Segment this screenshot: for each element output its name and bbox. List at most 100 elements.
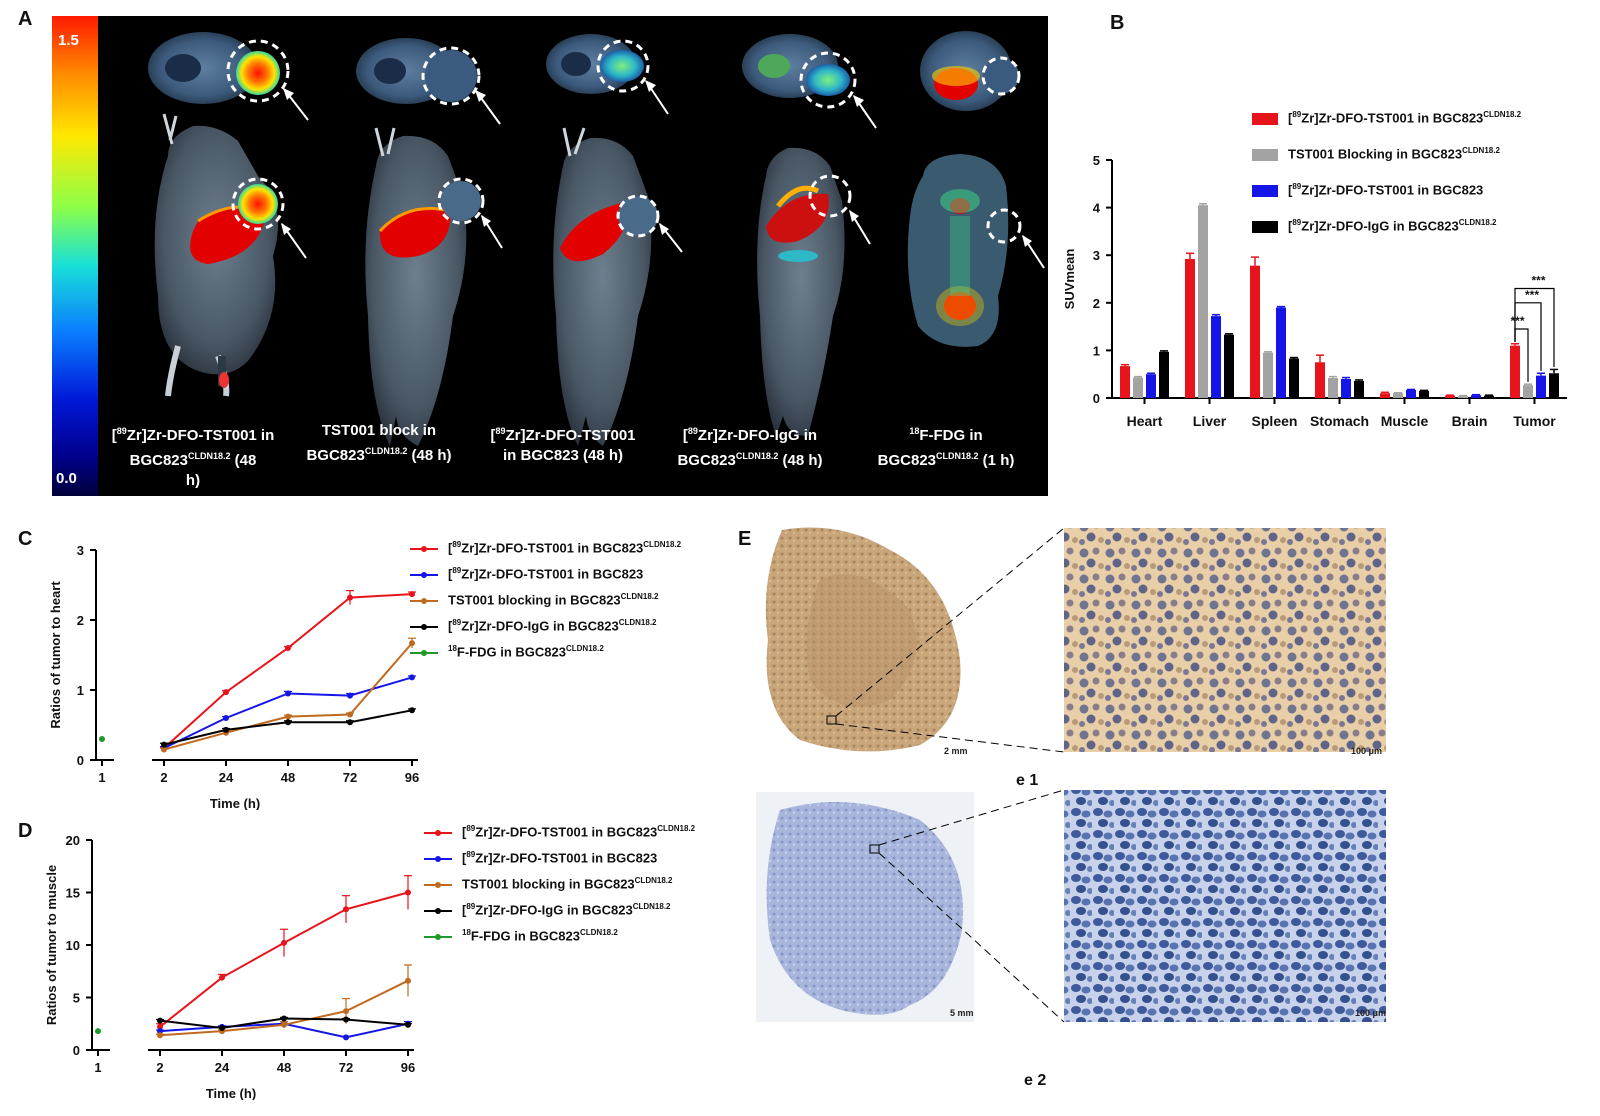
legend-swatch: [1252, 184, 1278, 197]
legend-item: [89Zr]Zr-DFO-TST001 in BGC823: [410, 566, 643, 581]
data-point: [343, 1016, 349, 1023]
bar: [1315, 362, 1325, 398]
legend-item: [89Zr]Zr-DFO-IgG in BGC823CLDN18.2: [410, 618, 657, 633]
colorbar-max: 1.5: [58, 32, 79, 49]
category-label: Brain: [1452, 413, 1488, 429]
data-point: [99, 736, 105, 742]
histology-panel: [756, 527, 1386, 1023]
legend-swatch: [410, 597, 438, 604]
mouse-scans: [148, 31, 1045, 446]
y-tick-label: 2: [77, 613, 84, 628]
panel-label-d: D: [18, 820, 33, 842]
bar: [1549, 373, 1559, 398]
panel-label-c: C: [18, 528, 33, 550]
bar: [1328, 378, 1338, 398]
colorbar-min: 0.0: [56, 470, 77, 487]
data-point: [95, 1028, 101, 1035]
x-tick-label: 96: [405, 770, 419, 785]
data-point: [347, 692, 353, 699]
y-tick-label: 0: [73, 1043, 80, 1058]
data-point: [285, 690, 291, 697]
data-point: [343, 1034, 349, 1041]
data-point: [161, 741, 167, 748]
data-point: [405, 977, 411, 984]
scan-3: [546, 34, 683, 446]
data-point: [409, 674, 415, 681]
bar: [1471, 395, 1481, 398]
data-point: [285, 645, 291, 651]
scan-4: [742, 34, 877, 436]
data-point: [157, 1017, 163, 1024]
y-tick-label: 5: [73, 991, 80, 1006]
caption-5: 18F-FDG in BGC823CLDN18.2 (1 h): [877, 426, 1015, 469]
significance-label: ***: [1531, 274, 1545, 288]
data-point: [285, 719, 291, 726]
bar: [1185, 259, 1195, 398]
bar: [1198, 205, 1208, 398]
legend-item: 18F-FDG in BGC823CLDN18.2: [424, 928, 618, 943]
legend-item: [89Zr]Zr-DFO-IgG in BGC823CLDN18.2: [424, 902, 671, 917]
legend-swatch: [1252, 220, 1278, 233]
legend-swatch: [410, 649, 438, 656]
caption-2: TST001 block in BGC823CLDN18.2 (48 h): [306, 422, 452, 464]
y-tick-label: 3: [1093, 248, 1100, 263]
y-tick-label: 0: [1093, 391, 1100, 406]
line-chart-tumor-muscle: 0 5 10 15 20 1 2 24 48 72 96 Time (h) Ratios of tumo…: [44, 833, 415, 1100]
data-point: [157, 1032, 163, 1039]
scan-1: [148, 32, 309, 397]
data-point: [157, 1028, 163, 1035]
y-tick-label: 1: [1093, 343, 1100, 358]
legend-swatch: [1252, 112, 1278, 125]
legend-item: [89Zr]Zr-DFO-TST001 in BGC823: [1252, 182, 1483, 197]
e2-label: e 2: [1024, 1072, 1047, 1089]
data-point: [285, 713, 291, 720]
series-line: [159, 891, 409, 1028]
bar: [1523, 385, 1533, 398]
y-tick-label: 2: [1093, 296, 1100, 311]
data-point: [347, 594, 353, 601]
bar: [1224, 334, 1234, 398]
legend-swatch: [1252, 148, 1278, 161]
legend-item: TST001 blocking in BGC823CLDN18.2: [410, 592, 658, 607]
bar: [1380, 393, 1390, 398]
legend-swatch: [410, 545, 438, 552]
significance-label: ***: [1525, 288, 1539, 302]
category-label: Spleen: [1252, 413, 1298, 429]
legend-item: [89Zr]Zr-DFO-IgG in BGC823CLDN18.2: [1252, 218, 1497, 233]
x-tick-label: 2: [156, 1060, 163, 1075]
y-tick-label: 5: [1093, 153, 1100, 168]
data-point: [223, 715, 229, 721]
bar: [1419, 390, 1429, 398]
bar: [1354, 380, 1364, 398]
category-label: Muscle: [1381, 413, 1429, 429]
bar: [1159, 351, 1169, 398]
bar: [1276, 307, 1286, 398]
legend-item: 18F-FDG in BGC823CLDN18.2: [410, 644, 604, 659]
data-point: [409, 591, 415, 598]
bar: [1458, 396, 1468, 398]
y-axis-label: Ratios of tumor to heart: [48, 581, 63, 729]
scan-5: [907, 31, 1045, 347]
data-point: [343, 1008, 349, 1015]
category-label: Heart: [1127, 413, 1163, 429]
y-tick-label: 1: [77, 683, 84, 698]
caption-3: [89Zr]Zr-DFO-TST001 in BGC823 (48 h): [490, 426, 636, 464]
data-point: [405, 889, 411, 896]
panel-label-b: B: [1110, 12, 1125, 34]
data-point: [223, 689, 229, 696]
legend-item: [89Zr]Zr-DFO-TST001 in BGC823CLDN18.2: [424, 824, 695, 839]
caption-4: [89Zr]Zr-DFO-IgG in BGC823CLDN18.2 (48 h…: [677, 426, 823, 469]
e2-scale-zoom: 100 μm: [1355, 1008, 1387, 1018]
bar: [1289, 358, 1299, 398]
data-point: [405, 1021, 411, 1028]
series-line: [163, 676, 413, 749]
x-tick-label: 2: [160, 770, 167, 785]
x-axis-label: Time (h): [206, 1086, 256, 1100]
colorbar: [52, 16, 98, 496]
bar: [1536, 375, 1546, 398]
e1-scale-zoom: 100 μm: [1351, 746, 1383, 756]
data-point: [157, 1023, 163, 1030]
x-tick-label: 24: [215, 1060, 230, 1075]
category-label: Stomach: [1310, 413, 1369, 429]
y-tick-label: 20: [66, 833, 80, 848]
